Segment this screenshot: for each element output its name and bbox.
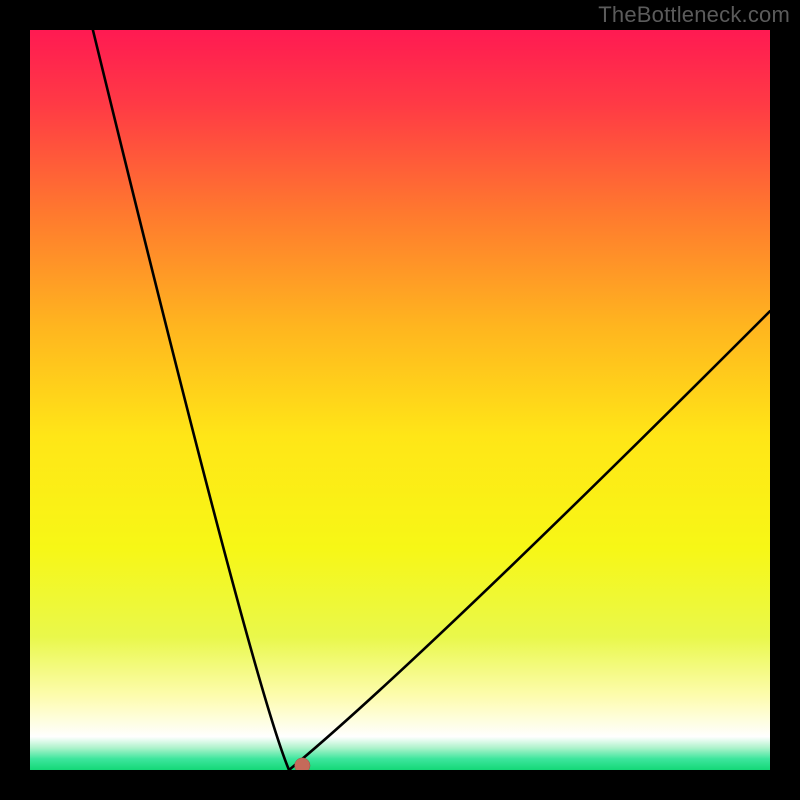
chart-frame: TheBottleneck.com (0, 0, 800, 800)
bottleneck-chart (0, 0, 800, 800)
sweet-spot-marker (295, 758, 311, 774)
plot-background (30, 30, 770, 770)
